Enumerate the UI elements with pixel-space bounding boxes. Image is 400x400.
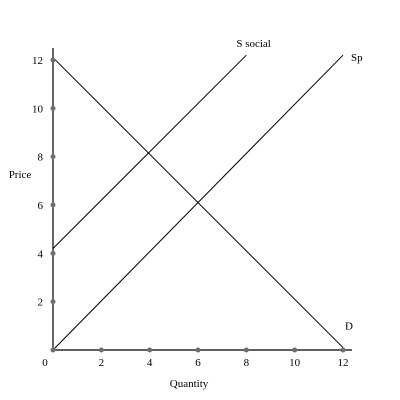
y-tick-mark: [50, 299, 56, 305]
y-tick-mark: [50, 154, 56, 160]
y-tick-mark: [50, 57, 56, 63]
y-tick-mark: [50, 250, 56, 256]
series-label-d: D: [345, 321, 353, 333]
x-tick-mark: [292, 347, 298, 353]
x-axis-label: Quantity: [170, 378, 209, 390]
series-label-s-social: S social: [236, 38, 271, 50]
y-tick-mark: [50, 105, 56, 111]
x-tick-mark: [195, 347, 201, 353]
series-line-d: [52, 57, 344, 348]
x-tick-label: 10: [289, 357, 301, 369]
y-tick-label: 10: [32, 103, 44, 115]
y-tick-label: 4: [38, 248, 44, 260]
series-line-s-social: [52, 54, 247, 249]
x-tick-mark: [98, 347, 104, 353]
y-tick-label: 2: [38, 297, 44, 309]
x-tick-mark: [147, 347, 153, 353]
x-tick-label: 2: [99, 357, 105, 369]
y-tick-label: 12: [32, 55, 43, 67]
x-tick-label: 12: [338, 357, 349, 369]
y-tick-label: 8: [38, 152, 44, 164]
x-tick-label: 4: [147, 357, 153, 369]
y-tick-label: 6: [38, 200, 44, 212]
x-tick-label: 8: [244, 357, 250, 369]
x-tick-mark: [243, 347, 249, 353]
series-label-sp: Sp: [351, 52, 363, 64]
x-tick-label: 6: [195, 357, 201, 369]
series-layer: S social Sp D: [52, 38, 363, 351]
x-tick-label: 0: [42, 357, 48, 369]
y-tick-mark: [50, 202, 56, 208]
x-tick-mark: [340, 347, 346, 353]
ticks-layer: 0 2 4 6 8 10 12 2 4 6 8 10 12: [32, 55, 349, 369]
y-axis-label: Price: [9, 169, 32, 181]
x-tick-mark: [50, 347, 56, 353]
